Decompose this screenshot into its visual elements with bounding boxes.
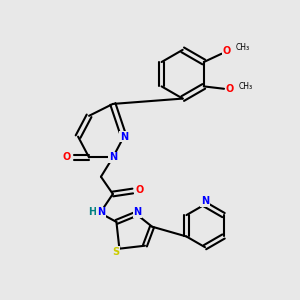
Text: CH₃: CH₃ <box>239 82 253 91</box>
Text: O: O <box>226 84 234 94</box>
Text: N: N <box>97 207 105 218</box>
Text: N: N <box>109 152 117 162</box>
Text: N: N <box>134 207 142 218</box>
Text: S: S <box>112 247 119 257</box>
Text: O: O <box>135 185 143 195</box>
Text: CH₃: CH₃ <box>236 43 250 52</box>
Text: N: N <box>201 196 209 206</box>
Text: N: N <box>120 132 128 142</box>
Text: O: O <box>223 46 231 56</box>
Text: H: H <box>88 207 96 218</box>
Text: O: O <box>63 152 71 162</box>
